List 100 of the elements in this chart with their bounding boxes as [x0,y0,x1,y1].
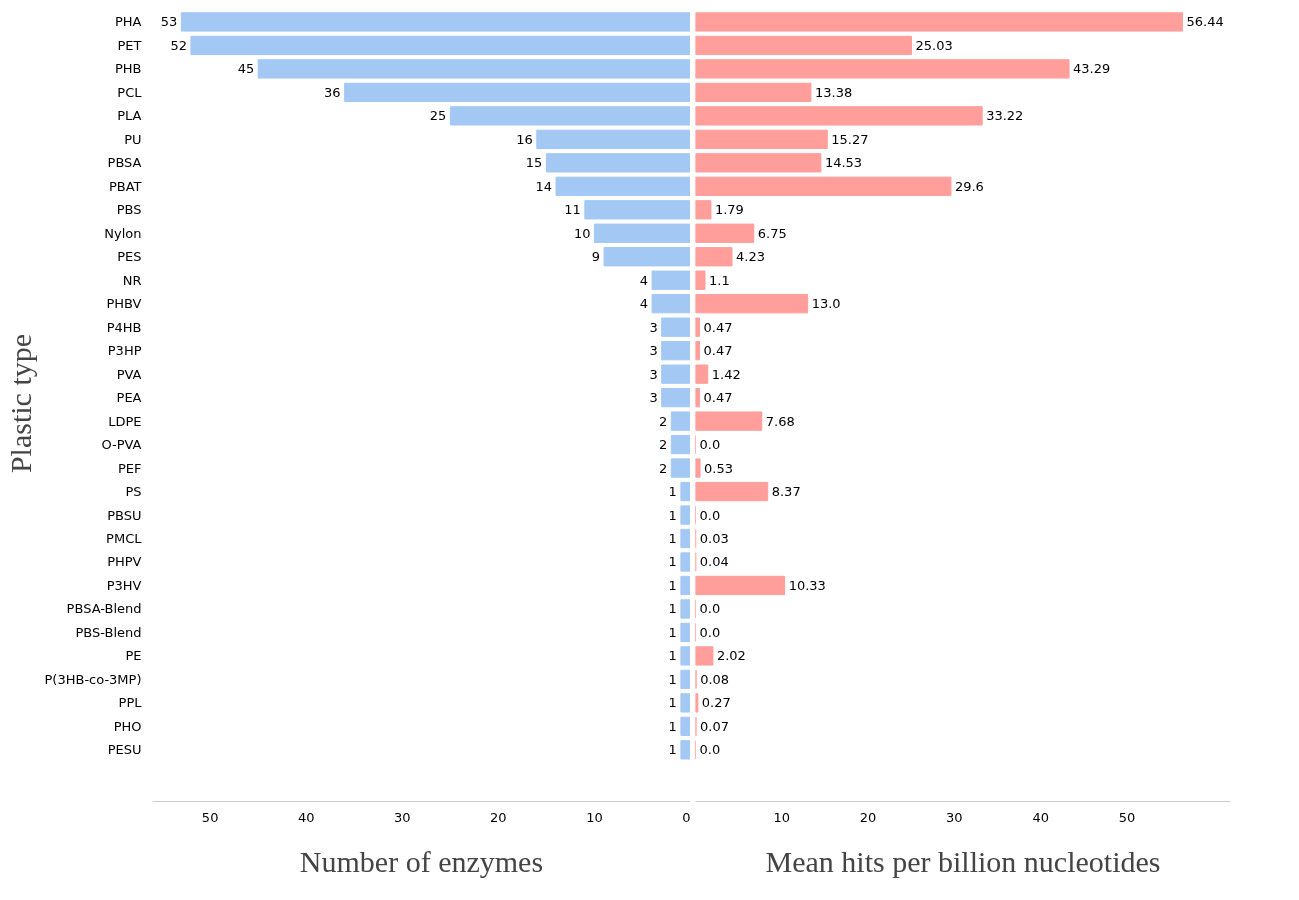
data-label: 0.07 [700,718,730,734]
data-label: 1 [668,624,677,640]
data-label: 25 [429,108,447,124]
data-label: 0.47 [703,319,733,335]
data-label: 15 [525,155,543,171]
data-label: 1 [668,718,677,734]
data-label: 3 [649,343,658,359]
data-label: 16 [516,131,533,147]
x-tick-label: 0 [682,809,691,825]
x-tick-label: 10 [773,809,791,825]
data-label: 4 [639,272,649,288]
y-tick-label: P3HV [106,577,142,593]
data-label: 13.0 [811,296,841,312]
data-label: 2.02 [716,648,746,664]
data-label: 52 [170,37,187,53]
y-tick-label: P3HP [107,343,142,359]
y-tick-label: PBAT [108,178,142,194]
data-label: 2 [659,437,668,453]
x-tick-label: 50 [1118,809,1136,825]
y-tick-label: PEF [117,460,142,476]
data-label: 15.27 [831,131,869,147]
y-tick-label: PU [124,131,142,147]
data-label: 1.42 [711,366,741,382]
data-label: 4 [639,296,649,312]
y-tick-label: PBSA [107,155,142,171]
data-label: 56.44 [1186,14,1224,30]
x-tick-label: 40 [1032,809,1049,825]
y-tick-label: LDPE [108,413,142,429]
x-tick-label: 30 [946,809,963,825]
x-tick-label: 20 [859,809,877,825]
y-tick-label: PS [125,484,142,500]
data-label: 36 [324,84,341,100]
data-label: 11 [564,202,581,218]
data-label: 1.79 [714,202,744,218]
x-tick-label: 50 [201,809,219,825]
x-axis-title: Number of enzymes [299,844,544,878]
data-label: 1.1 [708,272,730,288]
y-tick-label: PHBV [106,296,142,312]
y-tick-label: PVA [116,366,142,382]
data-label: 0.0 [699,507,721,523]
y-tick-label: NR [122,272,142,288]
data-label: 1 [668,554,677,570]
y-tick-label: PEA [116,390,142,406]
data-label: 1 [668,601,677,617]
data-label: 0.27 [701,695,731,711]
data-label: 1 [668,507,677,523]
y-tick-label: PLA [117,108,142,124]
y-tick-label: PES [117,249,142,265]
data-label: 0.04 [699,554,729,570]
data-label: 9 [591,249,601,265]
x-tick-label: 20 [490,809,507,825]
data-label: 53 [160,14,178,30]
data-label: 7.68 [765,413,795,429]
data-label: 29.6 [954,178,984,194]
y-tick-label: PBSU [107,507,142,523]
y-tick-label: PHO [113,718,142,734]
y-tick-label: PMCL [106,531,143,547]
y-tick-label: PBS [116,202,142,218]
data-label: 25.03 [915,37,953,53]
data-label: 10.33 [788,577,826,593]
data-label: 13.38 [814,84,853,100]
y-tick-label: PBSA-Blend [66,601,142,617]
data-label: 3 [649,390,658,406]
data-label: 3 [649,366,658,382]
y-tick-label: PPL [118,695,143,711]
data-label: 2 [659,460,668,476]
y-tick-label: PESU [107,742,142,758]
y-tick-label: PHA [114,14,142,30]
data-label: 3 [649,319,658,335]
y-tick-label: PHPV [107,554,142,570]
data-label: 4.23 [736,249,765,265]
data-label: 1 [668,484,677,500]
data-label: 14 [535,178,552,194]
data-label: 0.47 [703,343,733,359]
data-label: 0.0 [699,742,721,758]
y-tick-label: PCL [117,84,143,100]
y-tick-label: PHB [114,61,142,77]
data-label: 1 [668,695,677,711]
data-label: 0.03 [699,531,729,547]
data-label: 43.29 [1073,61,1111,77]
data-label: 14.53 [824,155,863,171]
data-label: 0.53 [704,460,734,476]
data-label: 1 [668,577,677,593]
y-tick-label: P4HB [106,319,142,335]
y-tick-label: PET [117,37,142,53]
y-tick-label: O-PVA [101,437,142,453]
data-label: 6.75 [757,225,787,241]
data-label: 2 [659,413,668,429]
y-tick-label: PE [125,648,142,664]
data-label: 45 [237,61,255,77]
data-label: 1 [668,648,677,664]
data-label: 0.08 [700,671,730,687]
y-axis-title: Plastic type [3,333,37,474]
data-label: 1 [668,531,677,547]
x-tick-label: 30 [394,809,411,825]
data-label: 0.0 [699,624,721,640]
y-tick-label: PBS-Blend [75,624,142,640]
x-tick-label: 10 [586,809,603,825]
data-label: 0.0 [699,437,721,453]
y-tick-label: P(3HB-co-3MP) [44,671,142,687]
